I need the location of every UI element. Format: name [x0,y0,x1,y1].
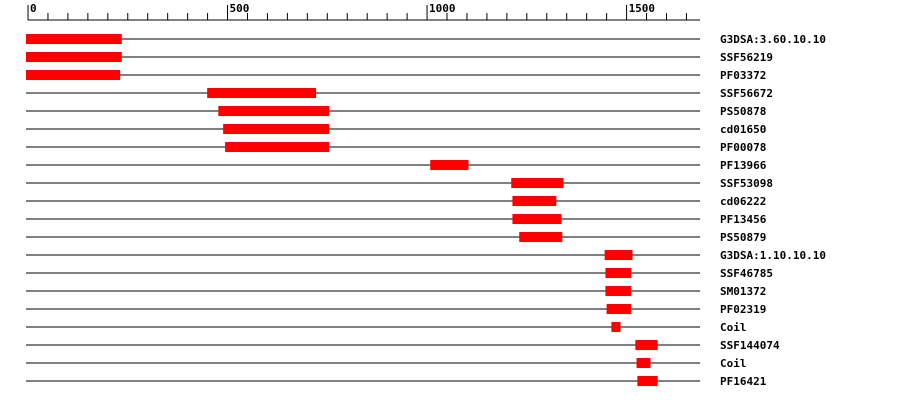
domain-bar [225,142,330,152]
row-label: SSF46785 [720,267,773,280]
domain-bar [511,178,564,188]
domain-bar [636,358,651,368]
domain-bar [223,124,330,134]
row-label: cd01650 [720,123,766,136]
domain-bar [26,52,122,62]
row-label: Coil [720,321,747,334]
row-label: PS50878 [720,105,766,118]
domain-bar [26,70,121,80]
domain-bar [605,268,632,278]
row-label: PF03372 [720,69,766,82]
x-tick-label: 500 [230,2,250,15]
domain-bar [604,250,633,260]
row-label: PF02319 [720,303,766,316]
row-label: SSF56672 [720,87,773,100]
domain-bar [605,286,632,296]
domain-bar [218,106,330,116]
row-label: SSF56219 [720,51,773,64]
domain-bar [635,340,658,350]
domain-bar [512,214,562,224]
x-tick-label: 0 [30,2,37,15]
domain-bar [611,322,621,332]
x-tick-label: 1500 [629,2,656,15]
domain-bar [606,304,632,314]
row-label: SM01372 [720,285,766,298]
row-label: SSF53098 [720,177,773,190]
domain-bar [519,232,563,242]
domain-bar [207,88,317,98]
domain-bar [26,34,122,44]
row-label: PF16421 [720,375,767,388]
row-label: cd06222 [720,195,766,208]
row-label: PF13966 [720,159,767,172]
row-label: SSF144074 [720,339,780,352]
row-label: PS50879 [720,231,766,244]
row-label: G3DSA:3.60.10.10 [720,33,826,46]
row-label: PF00078 [720,141,766,154]
x-tick-label: 1000 [429,2,456,15]
row-label: PF13456 [720,213,767,226]
domain-bar [512,196,557,206]
domain-bar [637,376,658,386]
domain-bar [430,160,469,170]
row-label: Coil [720,357,747,370]
row-label: G3DSA:1.10.10.10 [720,249,826,262]
